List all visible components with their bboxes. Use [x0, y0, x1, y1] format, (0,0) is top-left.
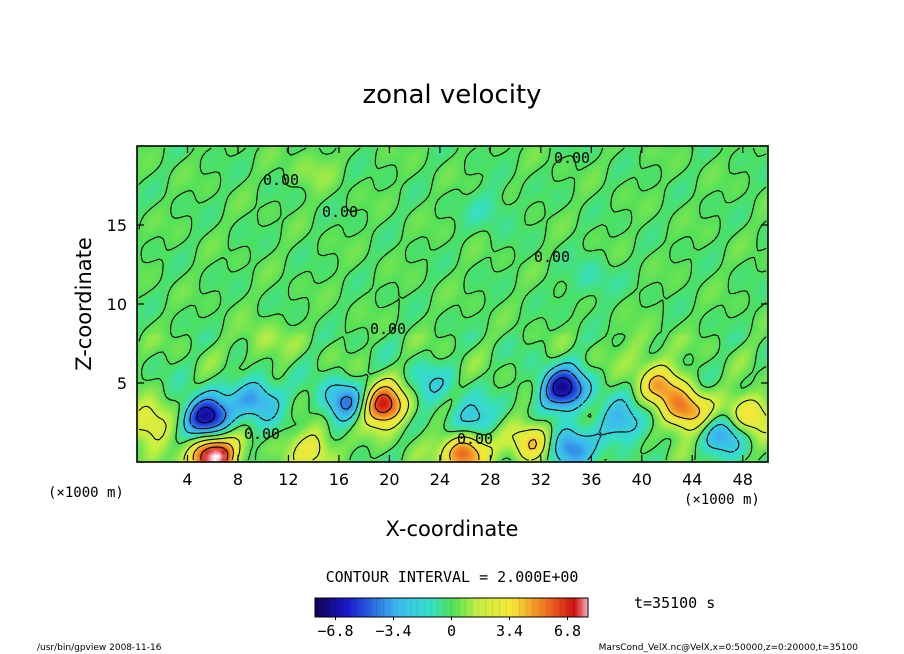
x-tick-label: 36 [581, 470, 601, 489]
x-tick-label: 8 [233, 470, 243, 489]
contour-line [138, 147, 767, 461]
contour-line [189, 369, 582, 430]
footer-left: /usr/bin/gpview 2008-11-16 [37, 643, 162, 653]
footer-right: MarsCond_VelX.nc@VelX,x=0:50000,z=0:2000… [599, 643, 859, 653]
x-tick-label: 24 [430, 470, 450, 489]
contour-line [183, 362, 740, 461]
x-tick-label: 40 [632, 470, 652, 489]
contour-line [200, 393, 393, 461]
contour-label: 0.00 [322, 203, 358, 221]
contour-label: 0.00 [554, 149, 590, 167]
y-axis-title: Z-coordinate [72, 237, 96, 371]
x-tick-label: 44 [682, 470, 702, 489]
x-tick-label: 12 [278, 470, 298, 489]
colorbar: −6.8 −3.4 0 3.4 6.8 [314, 597, 589, 640]
x-tick-label: 32 [531, 470, 551, 489]
chart-title: zonal velocity [362, 80, 541, 110]
x-tick-label: 16 [329, 470, 349, 489]
y-tick-label: 5 [117, 374, 127, 393]
x-tick-label: 20 [379, 470, 399, 489]
contour-label: 0.00 [244, 425, 280, 443]
y-tick-label: 10 [107, 295, 127, 314]
x-tick-label: 28 [480, 470, 500, 489]
contour-interval-text: CONTOUR INTERVAL = 2.000E+00 [326, 568, 579, 586]
y-axis: 5 10 15 [107, 216, 768, 393]
contour-labels: 0.00 0.00 0.00 0.00 0.00 0.00 0.00 [244, 149, 590, 448]
y-tick-label: 15 [107, 216, 127, 235]
colorbar-tick-label: 0 [447, 622, 456, 640]
y-unit-label: (×1000 m) [48, 485, 124, 501]
colorbar-tick-label: 3.4 [496, 622, 523, 640]
contour-label: 0.00 [263, 171, 299, 189]
colorbar-tick-label: 6.8 [554, 622, 581, 640]
time-label: t=35100 s [634, 594, 715, 612]
contour-line [196, 377, 573, 424]
x-unit-label: (×1000 m) [684, 492, 760, 508]
colorbar-tick-label: −6.8 [317, 622, 353, 640]
contour-lines [138, 147, 767, 461]
contour-label: 0.00 [534, 248, 570, 266]
x-tick-label: 48 [733, 470, 753, 489]
x-axis-title: X-coordinate [386, 517, 519, 541]
x-tick-label: 4 [182, 470, 192, 489]
colorbar-tick-label: −3.4 [375, 622, 411, 640]
contour-line [138, 364, 767, 461]
x-axis: 4 8 12 16 20 24 28 32 36 40 44 48 [182, 146, 753, 489]
contour-label: 0.00 [457, 430, 493, 448]
colorbar-ticks: −6.8 −3.4 0 3.4 6.8 [317, 598, 582, 640]
heatmap-field [137, 146, 768, 462]
contour-line [192, 375, 701, 461]
contour-label: 0.00 [370, 320, 406, 338]
